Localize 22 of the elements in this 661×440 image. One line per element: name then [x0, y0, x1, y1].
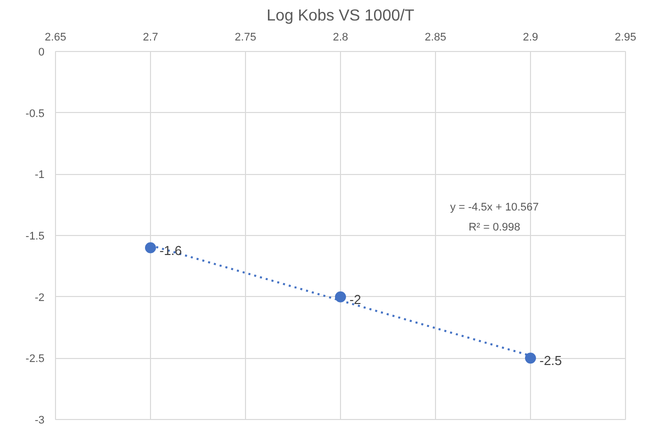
y-tick-label: -0.5 [26, 108, 45, 120]
y-tick-label: -2 [34, 292, 44, 304]
x-tick-label: 2.85 [424, 32, 446, 44]
y-tick-label: -2.5 [26, 353, 45, 366]
point [145, 242, 156, 254]
data-label: -2.5 [540, 353, 562, 368]
x-tick-label: 2.65 [44, 32, 66, 44]
x-tick-label: 2.9 [522, 32, 538, 44]
x-tick-label: 2.75 [234, 32, 256, 44]
y-tick-label: 0 [38, 46, 45, 58]
point [525, 352, 536, 364]
y-tick-label: -3 [34, 414, 44, 426]
chart-title: Log Kobs VS 1000/T [266, 8, 415, 24]
y-tick-label: -1.5 [26, 230, 45, 242]
point [335, 291, 346, 302]
y-tick-label: -1 [34, 169, 44, 182]
annotation: R² = 0.998 [468, 222, 520, 234]
x-tick-label: 2.7 [142, 32, 158, 44]
data-label: -2 [350, 292, 362, 307]
x-tick-label: 2.95 [614, 32, 636, 44]
annotation: y = -4.5x + 10.567 [450, 201, 539, 214]
x-tick-label: 2.8 [332, 32, 348, 44]
